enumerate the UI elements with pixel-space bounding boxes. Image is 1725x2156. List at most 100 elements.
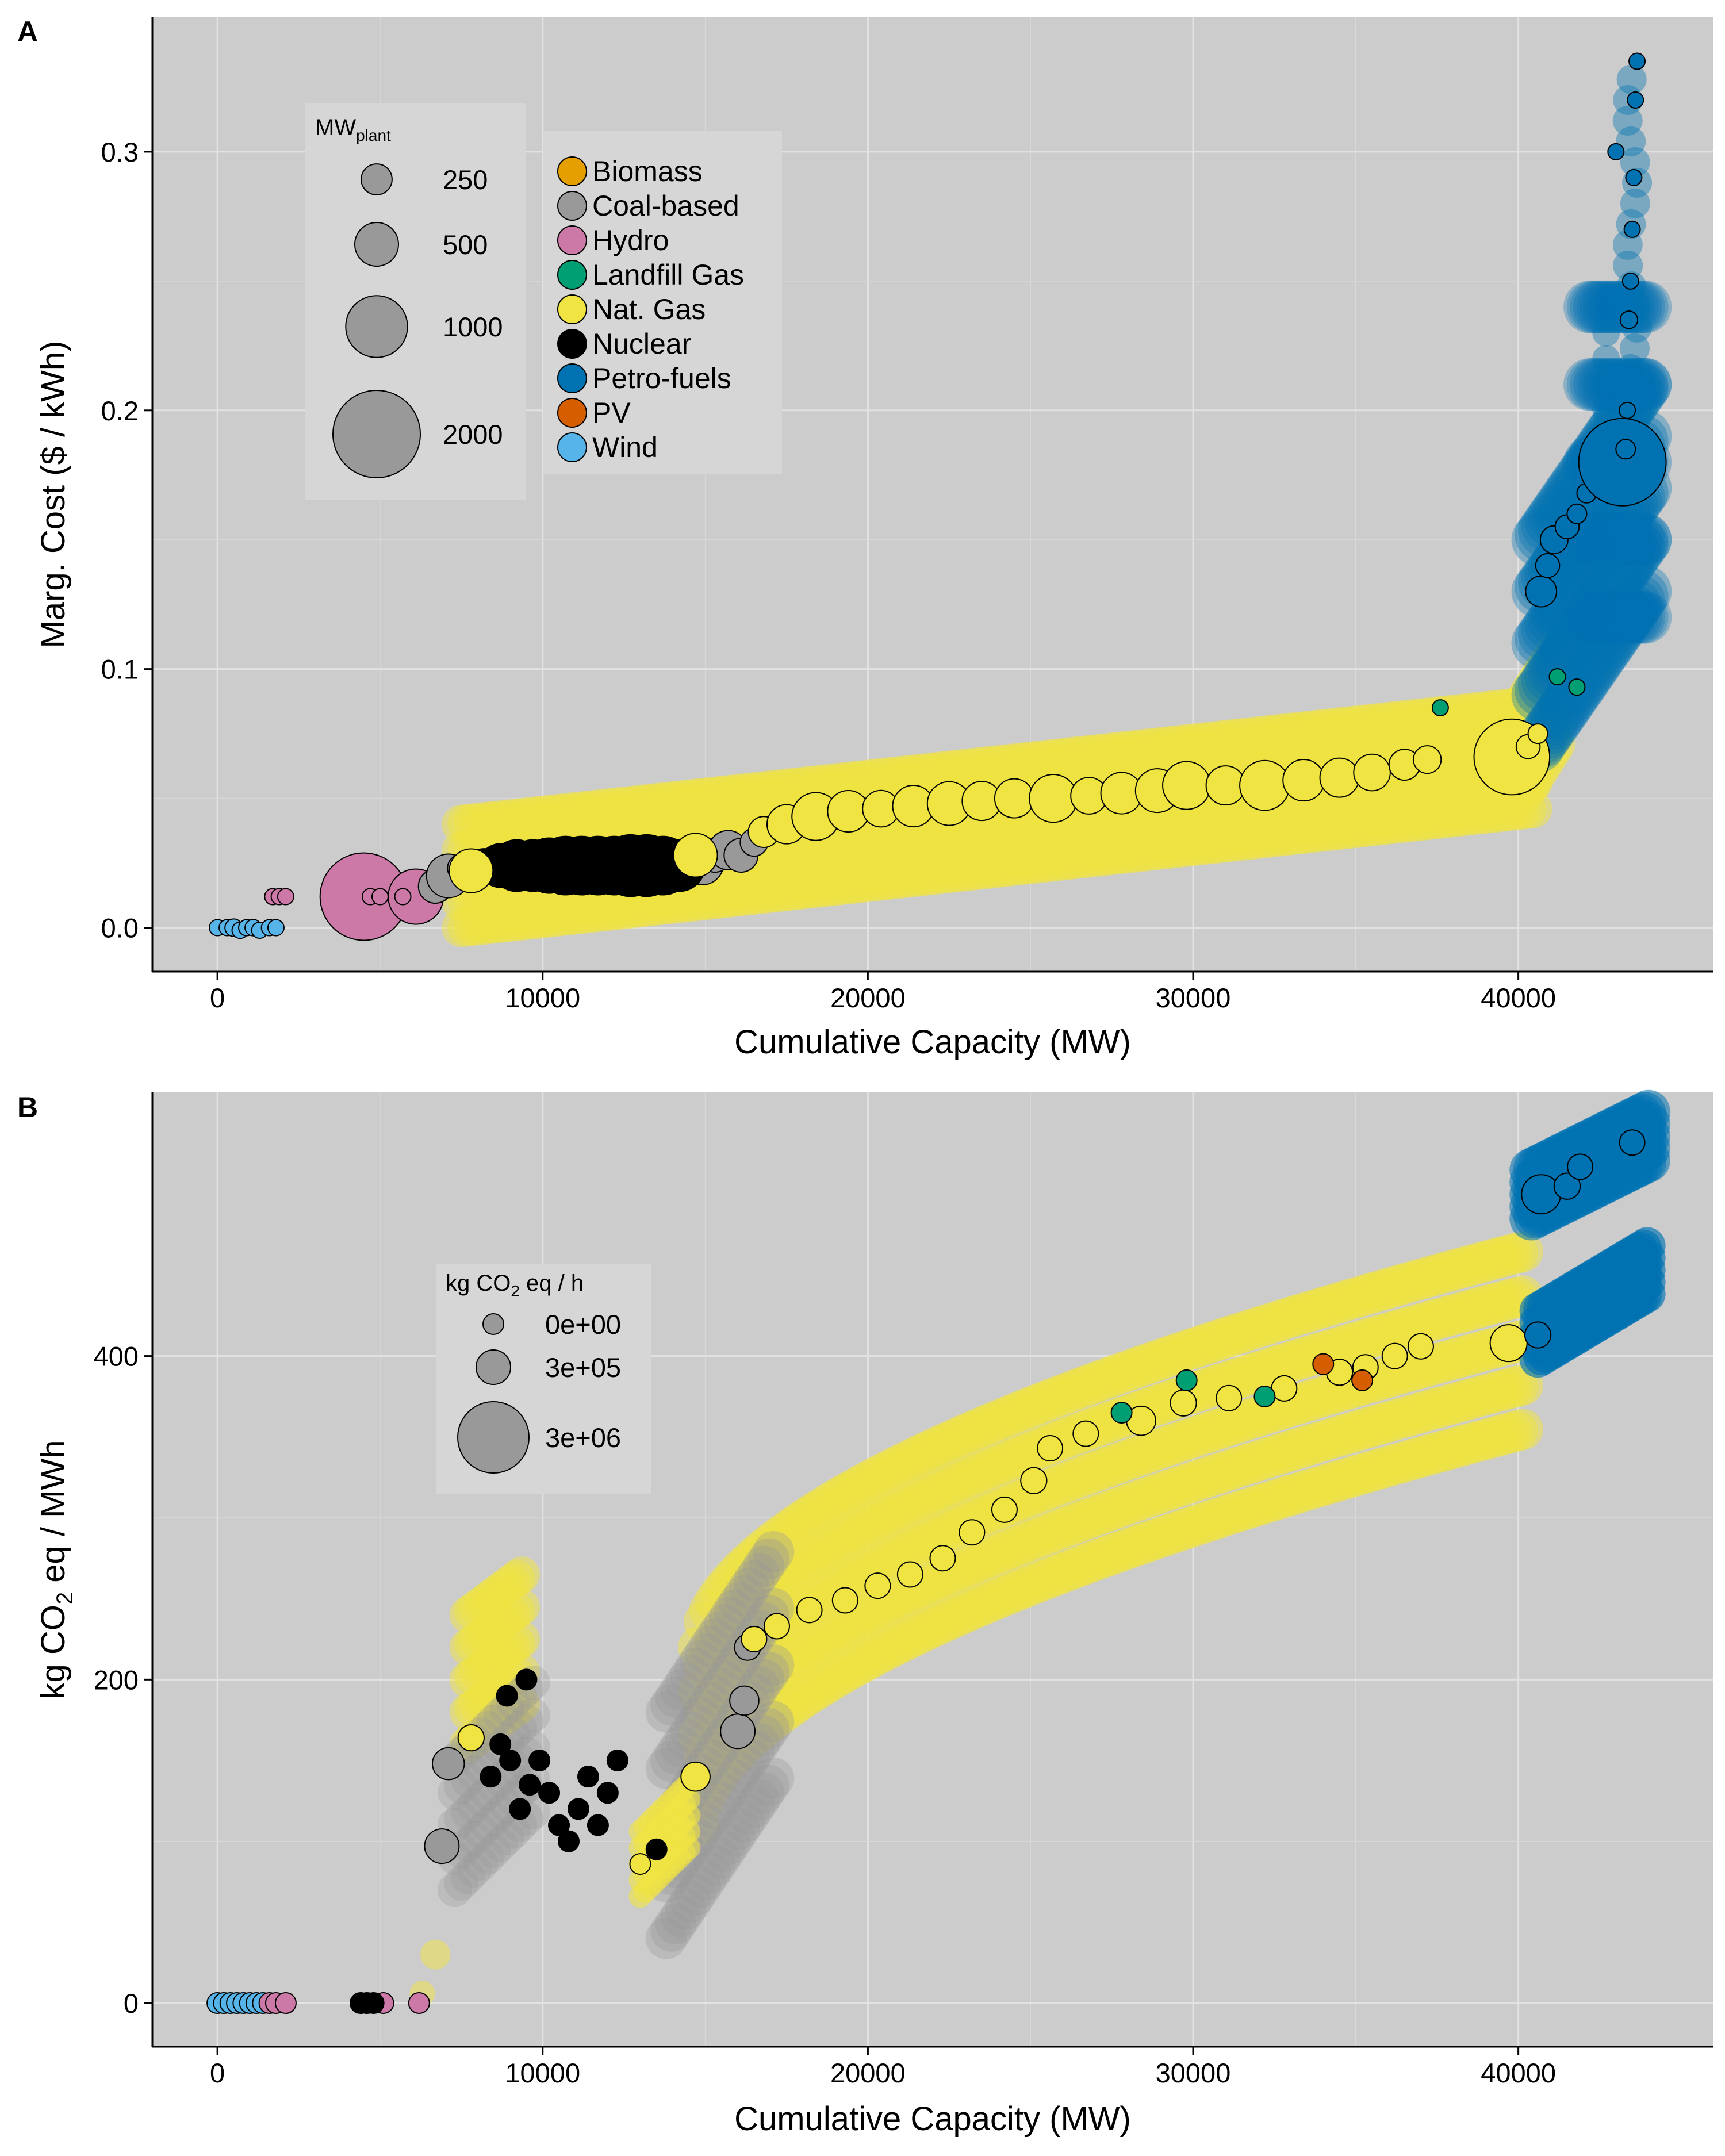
petro-fuels-cloud-point bbox=[1566, 513, 1620, 566]
coal-based-cloud-point bbox=[660, 1896, 702, 1938]
coal-based-cloud-point bbox=[747, 1538, 789, 1580]
coal-based-cloud-point bbox=[450, 1827, 485, 1862]
coal-based-cloud-point bbox=[714, 1816, 756, 1858]
nat-gas-point bbox=[991, 1496, 1018, 1523]
coal-based-cloud-point bbox=[655, 1903, 697, 1945]
petro-fuels-cloud-point bbox=[1563, 280, 1617, 333]
coal-based-cloud-point bbox=[738, 1779, 780, 1821]
nat-gas-point bbox=[457, 1724, 485, 1752]
fuel-legend-key bbox=[557, 432, 587, 462]
coal-based-cloud-point bbox=[463, 1814, 499, 1849]
size-legend-key bbox=[361, 163, 393, 195]
coal-based-cloud-point bbox=[670, 1711, 712, 1753]
nuclear-point bbox=[596, 1782, 619, 1804]
coal-based-point bbox=[729, 1685, 760, 1716]
coal-based-cloud-point bbox=[457, 1853, 492, 1888]
x-tick-label: 20000 bbox=[830, 2058, 906, 2088]
petro-fuels-cloud-point bbox=[1620, 188, 1650, 218]
coal-based-cloud-point bbox=[660, 1726, 702, 1768]
petro-fuels-cloud-point bbox=[1609, 579, 1662, 632]
petro-fuels-cloud-point bbox=[1612, 590, 1665, 644]
nat-gas-point bbox=[680, 1761, 711, 1792]
coal-based-point bbox=[720, 1713, 756, 1750]
petro-fuels-point bbox=[1578, 417, 1667, 507]
nat-gas-point bbox=[1489, 1324, 1528, 1363]
petro-fuels-cloud-point bbox=[1592, 396, 1620, 424]
petro-fuels-cloud-point bbox=[1560, 546, 1613, 599]
nuclear-point bbox=[558, 1830, 580, 1852]
coal-based-cloud-point bbox=[680, 1697, 722, 1739]
petro-fuels-cloud-point bbox=[1619, 358, 1672, 411]
nuclear-point bbox=[645, 1838, 668, 1860]
nat-gas-point bbox=[741, 1625, 768, 1652]
petro-fuels-cloud-point bbox=[1557, 551, 1610, 604]
size-legend-title: MWplant bbox=[315, 115, 391, 144]
coal-based-cloud-point bbox=[714, 1759, 756, 1801]
petro-fuels-cloud-point bbox=[1619, 513, 1672, 566]
hydro-point bbox=[408, 1992, 430, 2015]
nat-gas-point bbox=[1037, 1434, 1064, 1461]
nuclear-point bbox=[567, 1798, 589, 1820]
size-legend-key bbox=[354, 222, 399, 267]
nat-gas-point bbox=[764, 1613, 790, 1640]
coal-based-cloud-point bbox=[689, 1625, 731, 1667]
petro-fuels-cloud-point bbox=[1609, 590, 1662, 644]
coal-based-cloud-point bbox=[515, 1698, 550, 1733]
petro-fuels-cloud-point bbox=[1626, 1089, 1670, 1134]
landfill-gas-point bbox=[1568, 678, 1586, 696]
petro-fuels-cloud-point bbox=[1573, 579, 1627, 632]
coal-based-cloud-point bbox=[708, 1823, 750, 1865]
petro-fuels-cloud-point bbox=[1583, 513, 1636, 566]
petro-fuels-point bbox=[1553, 1172, 1581, 1200]
nuclear-point bbox=[480, 1766, 502, 1788]
petro-fuels-cloud-point bbox=[1602, 280, 1655, 333]
petro-fuels-point bbox=[1566, 503, 1588, 524]
petro-fuels-cloud-point bbox=[1619, 590, 1672, 644]
wind-point bbox=[267, 919, 285, 937]
fuel-legend-key bbox=[557, 363, 587, 393]
nat-gas-point bbox=[1170, 1389, 1197, 1417]
nat-gas-cloud-point bbox=[503, 1621, 540, 1658]
nat-gas-point bbox=[929, 1545, 956, 1572]
coal-based-cloud-point bbox=[483, 1698, 518, 1733]
hydro-point bbox=[394, 888, 412, 906]
nat-gas-point bbox=[1216, 1384, 1243, 1411]
coal-based-cloud-point bbox=[718, 1582, 760, 1624]
petro-fuels-cloud-point bbox=[1580, 517, 1633, 571]
fuel-legend-label: Petro-fuels bbox=[592, 362, 731, 394]
panel-b-ticks: 0 10000 20000 30000 40000 0 200 400 bbox=[94, 1341, 1556, 2088]
petro-fuels-cloud-point bbox=[1517, 607, 1571, 661]
nat-gas-point bbox=[1162, 761, 1212, 810]
coal-based-cloud-point bbox=[503, 1710, 538, 1745]
coal-based-cloud-point bbox=[680, 1640, 722, 1682]
nat-gas-point bbox=[1527, 723, 1548, 745]
coal-based-cloud-point bbox=[457, 1821, 492, 1856]
petro-fuels-cloud-point bbox=[1592, 551, 1646, 604]
nuclear-point bbox=[496, 1685, 518, 1707]
co2-size-legend-key bbox=[482, 1313, 504, 1335]
co2-size-legend-title: kg CO2 eq / h bbox=[446, 1271, 584, 1300]
x-tick-label: 40000 bbox=[1481, 983, 1556, 1013]
petro-fuels-point bbox=[1535, 553, 1561, 578]
petro-fuels-cloud-point bbox=[1589, 607, 1643, 661]
petro-fuels-cloud-point bbox=[1557, 603, 1610, 656]
landfill-gas-point bbox=[1548, 668, 1566, 686]
petro-fuels-cloud-point bbox=[1592, 603, 1646, 656]
x-tick-label: 10000 bbox=[505, 2058, 580, 2088]
petro-fuels-cloud-point bbox=[1537, 631, 1590, 684]
nat-gas-cloud-point bbox=[1501, 1230, 1543, 1272]
coal-based-cloud-point bbox=[450, 1859, 485, 1894]
fuel-legend-label: Hydro bbox=[592, 224, 669, 256]
petro-fuels-cloud-point bbox=[1550, 612, 1604, 665]
panel-a-x-axis-title: Cumulative Capacity (MW) bbox=[734, 1023, 1131, 1061]
nat-gas-cloud-point bbox=[677, 1820, 701, 1843]
petro-fuels-cloud-point bbox=[1613, 250, 1643, 281]
coal-based-cloud-point bbox=[665, 1888, 707, 1930]
landfill-gas-point bbox=[1254, 1385, 1276, 1407]
nat-gas-point bbox=[831, 1587, 858, 1614]
petro-fuels-cloud-point bbox=[1583, 590, 1636, 644]
petro-fuels-cloud-point bbox=[1619, 513, 1672, 566]
nat-gas-point bbox=[959, 1519, 986, 1546]
y-tick-label: 400 bbox=[94, 1341, 139, 1372]
